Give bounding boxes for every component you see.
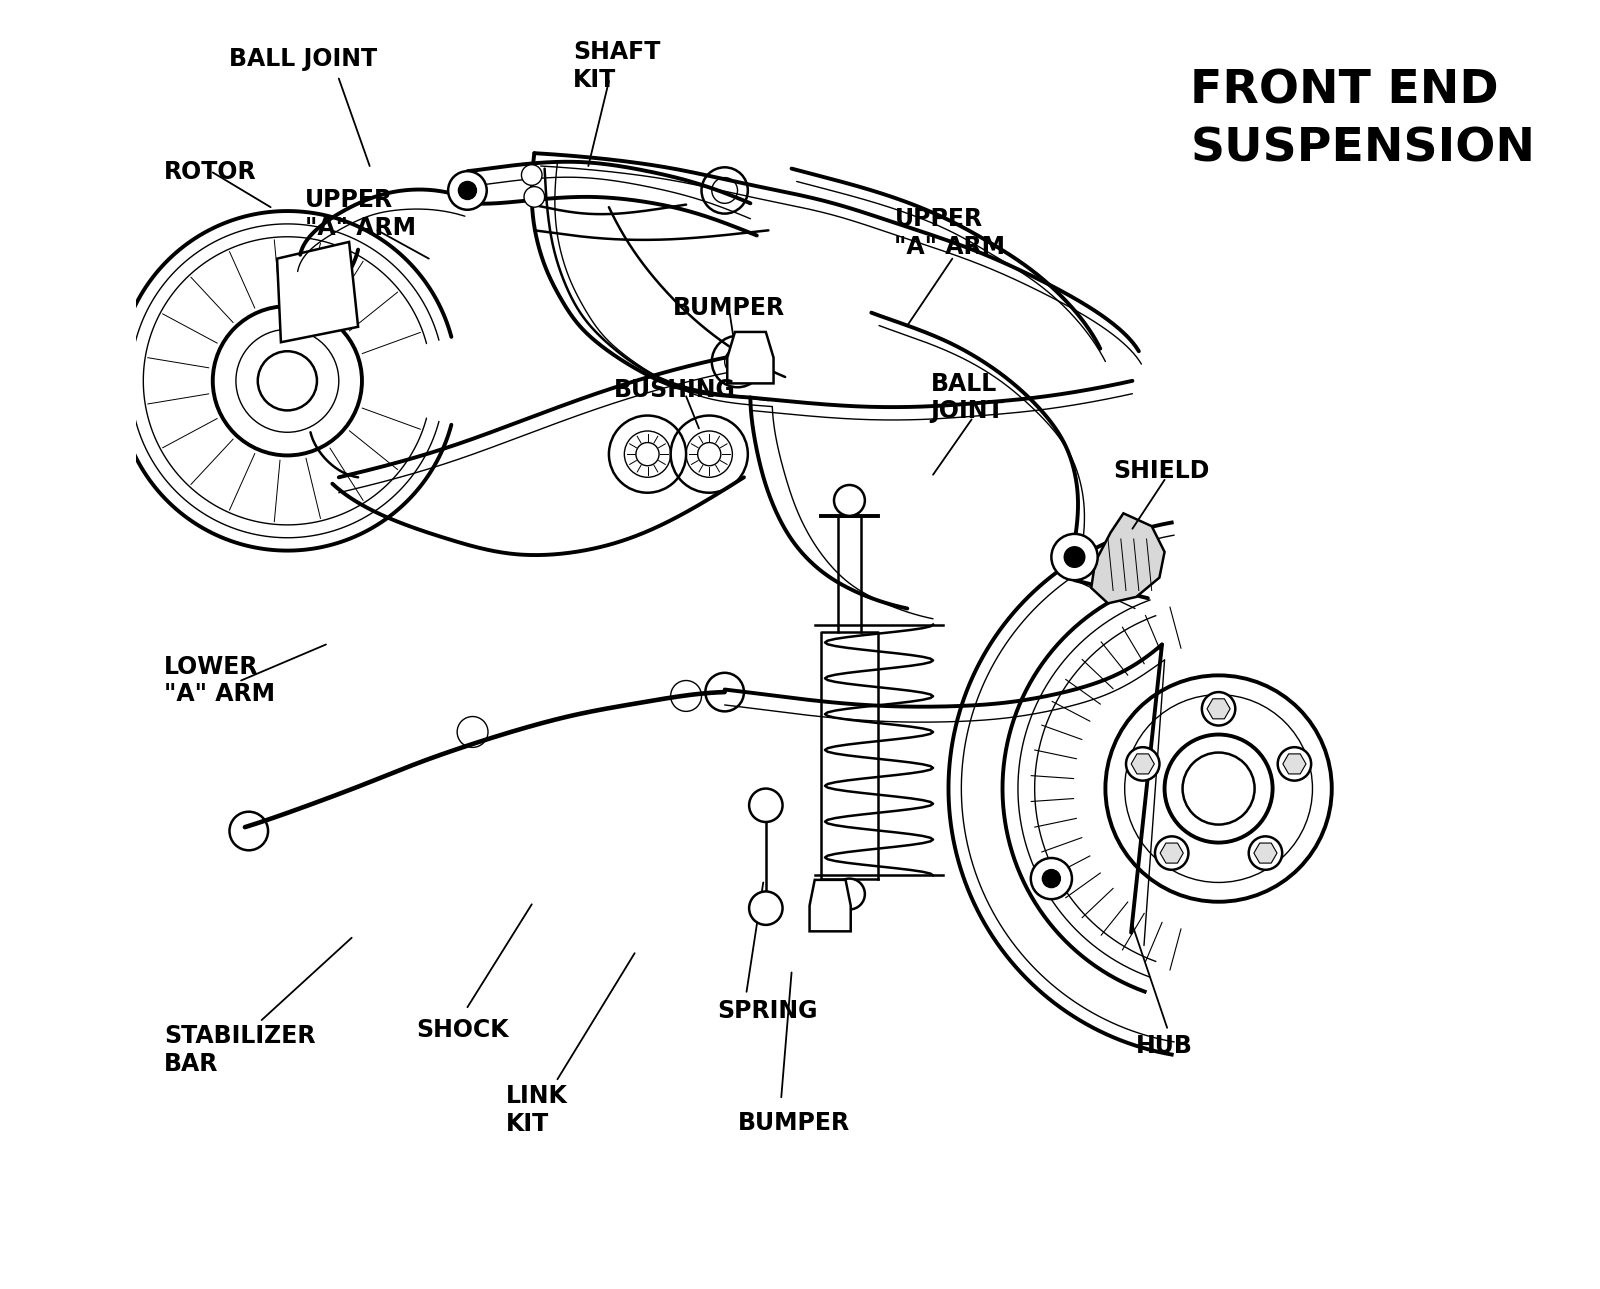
Polygon shape — [1254, 843, 1277, 864]
Text: UPPER
"A" ARM: UPPER "A" ARM — [894, 208, 1005, 259]
Text: SPRING: SPRING — [717, 999, 818, 1023]
Circle shape — [1155, 837, 1189, 870]
Polygon shape — [1283, 754, 1306, 773]
Circle shape — [1051, 534, 1098, 580]
Text: SHAFT
KIT: SHAFT KIT — [573, 40, 661, 92]
Text: BALL JOINT: BALL JOINT — [229, 48, 378, 71]
Text: FRONT END: FRONT END — [1190, 68, 1499, 113]
Circle shape — [1165, 735, 1272, 843]
Circle shape — [448, 171, 486, 210]
Polygon shape — [1160, 843, 1184, 864]
Text: ROTOR: ROTOR — [163, 160, 256, 184]
Circle shape — [522, 165, 542, 186]
Circle shape — [1030, 858, 1072, 900]
Polygon shape — [728, 333, 773, 383]
Text: LINK
KIT: LINK KIT — [506, 1084, 568, 1136]
Polygon shape — [810, 880, 851, 932]
Circle shape — [258, 351, 317, 410]
Text: LOWER
"A" ARM: LOWER "A" ARM — [163, 655, 275, 706]
Circle shape — [1248, 837, 1282, 870]
Circle shape — [1202, 692, 1235, 726]
Text: SHOCK: SHOCK — [416, 1018, 509, 1043]
Circle shape — [834, 485, 866, 516]
Circle shape — [698, 442, 722, 465]
Circle shape — [1064, 547, 1085, 567]
Circle shape — [834, 879, 866, 910]
Polygon shape — [277, 242, 358, 343]
Circle shape — [525, 187, 544, 208]
Text: SHIELD: SHIELD — [1114, 459, 1210, 483]
Circle shape — [1278, 748, 1310, 781]
Circle shape — [749, 789, 782, 822]
Text: HUB: HUB — [1136, 1034, 1194, 1058]
Text: BUMPER: BUMPER — [738, 1111, 850, 1136]
Text: BALL
JOINT: BALL JOINT — [931, 371, 1005, 424]
Polygon shape — [1206, 699, 1230, 719]
Circle shape — [635, 442, 659, 465]
Text: STABILIZER
BAR: STABILIZER BAR — [163, 1023, 315, 1075]
Circle shape — [749, 892, 782, 926]
Circle shape — [1042, 870, 1061, 888]
Circle shape — [1126, 748, 1160, 781]
Text: SUSPENSION: SUSPENSION — [1190, 126, 1536, 171]
Text: UPPER
"A" ARM: UPPER "A" ARM — [306, 188, 416, 240]
Text: BUMPER: BUMPER — [674, 295, 786, 320]
Text: BUSHING: BUSHING — [614, 378, 736, 402]
Polygon shape — [1091, 513, 1165, 603]
Polygon shape — [1131, 754, 1154, 773]
Circle shape — [459, 182, 477, 200]
Circle shape — [1182, 753, 1254, 825]
